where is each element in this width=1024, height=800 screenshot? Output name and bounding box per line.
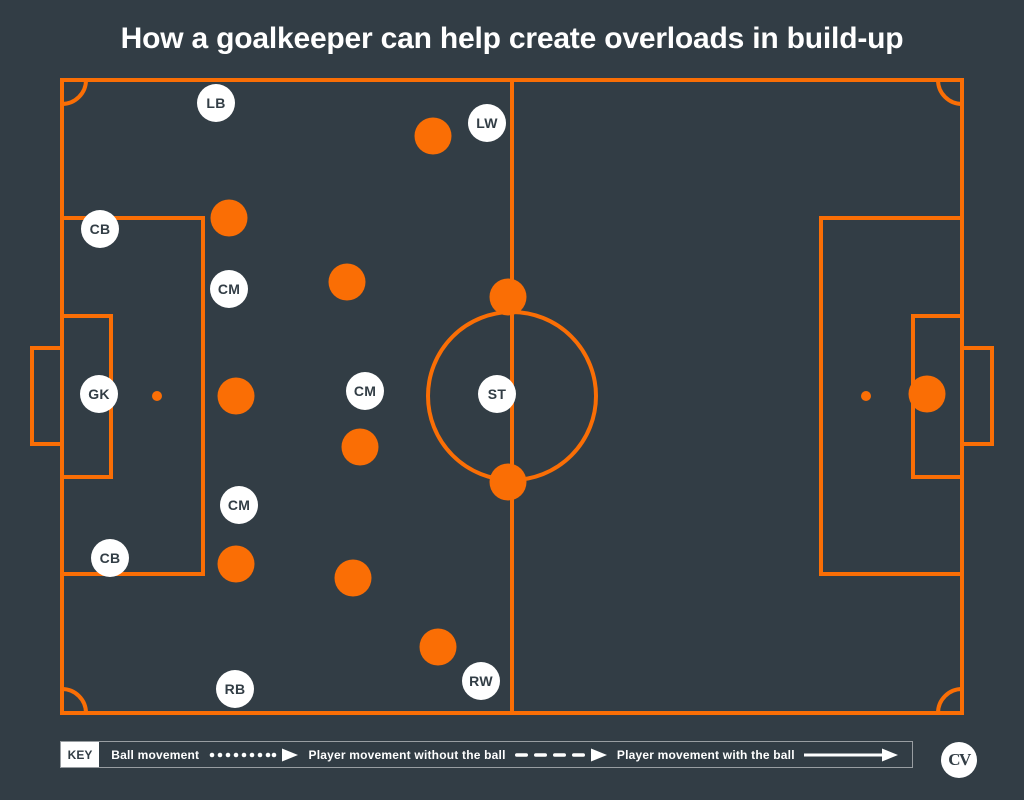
team-player-marker-cm: CM <box>220 486 258 524</box>
team-player-marker-st: ST <box>478 375 516 413</box>
legend-item-ball-movement: Ball movement <box>111 748 300 762</box>
corner-arc <box>936 79 963 106</box>
left-penalty-spot <box>152 391 162 401</box>
team-player-marker-cb: CB <box>91 539 129 577</box>
pitch-lines <box>30 78 994 715</box>
opposition-player-marker <box>489 278 527 316</box>
page-title: How a goalkeeper can help create overloa… <box>120 22 904 55</box>
right-goal <box>960 346 994 446</box>
opposition-player-marker <box>210 199 248 237</box>
team-player-marker-gk: GK <box>80 375 118 413</box>
left-goal <box>30 346 64 446</box>
opposition-player-marker <box>328 263 366 301</box>
team-player-marker-rb: RB <box>216 670 254 708</box>
legend-item-player-movement-without-ball: Player movement without the ball <box>309 748 609 762</box>
team-player-marker-cb: CB <box>81 210 119 248</box>
corner-arc <box>936 687 963 714</box>
dotted-arrow-icon <box>209 748 299 761</box>
opposition-player-marker <box>489 463 527 501</box>
team-player-marker-cm: CM <box>210 270 248 308</box>
team-player-marker-lw: LW <box>468 104 506 142</box>
opposition-player-marker <box>334 559 372 597</box>
opposition-player-marker <box>908 375 946 413</box>
cv-logo-text: CV <box>948 750 971 769</box>
team-player-marker-rw: RW <box>462 662 500 700</box>
legend-items: Ball movement Player movement without th… <box>99 742 912 767</box>
right-penalty-spot <box>861 391 871 401</box>
team-player-marker-lb: LB <box>197 84 235 122</box>
opposition-player-marker <box>341 428 379 466</box>
opposition-player-marker <box>414 117 452 155</box>
legend-item-label: Ball movement <box>111 747 200 762</box>
legend-bar: KEY Ball movement Player movement withou… <box>60 741 913 768</box>
opposition-player-marker <box>217 545 255 583</box>
dashed-arrow-icon <box>514 748 607 761</box>
opposition-player-marker <box>419 628 457 666</box>
opposition-player-marker <box>217 377 255 415</box>
legend-item-player-movement-with-ball: Player movement with the ball <box>617 748 900 762</box>
legend-item-label: Player movement without the ball <box>308 747 506 762</box>
legend-item-label: Player movement with the ball <box>616 747 795 762</box>
corner-arc <box>61 687 88 714</box>
legend-key-badge: KEY <box>61 742 99 767</box>
corner-arc <box>61 79 88 106</box>
team-player-marker-cm: CM <box>346 372 384 410</box>
solid-arrow-icon <box>803 748 898 761</box>
cv-logo: CV <box>941 742 977 778</box>
